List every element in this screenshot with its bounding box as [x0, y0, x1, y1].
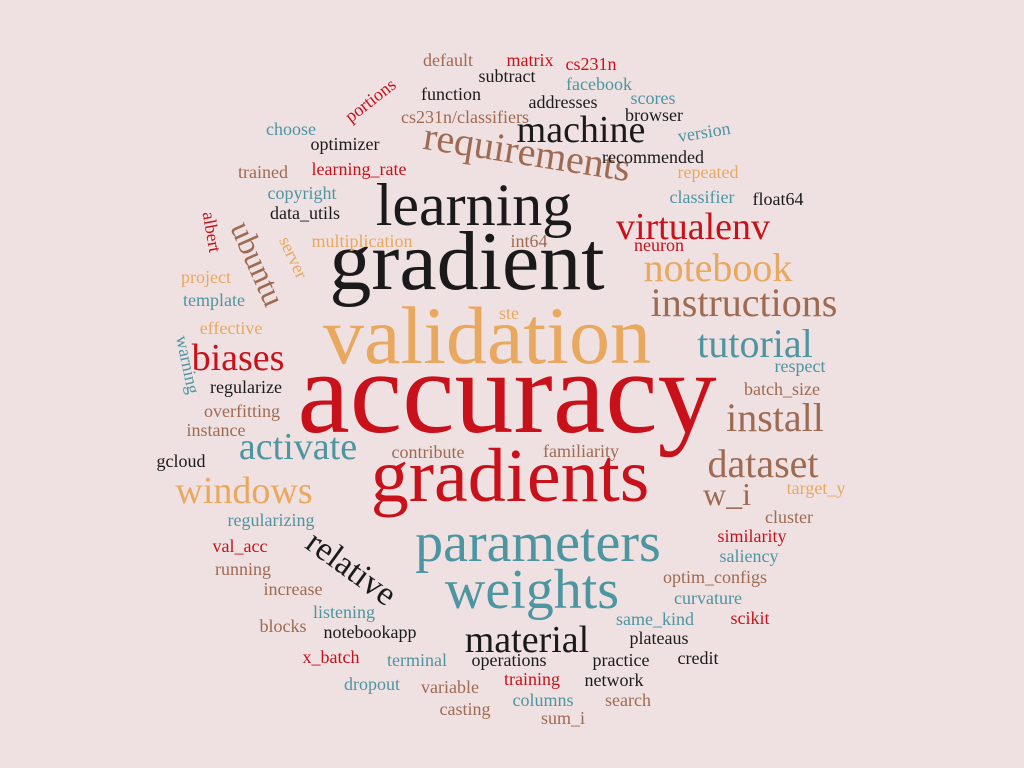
word-matrix: matrix — [507, 50, 554, 70]
word-running: running — [215, 559, 271, 579]
word-gradients: gradients — [371, 434, 650, 518]
word-parameters: parameters — [415, 512, 661, 574]
word-gcloud: gcloud — [157, 451, 206, 471]
word-target-y: target_y — [787, 478, 846, 498]
word-dataset: dataset — [707, 441, 818, 486]
word-operations: operations — [472, 650, 547, 670]
word-cluster: cluster — [765, 507, 813, 527]
word-template: template — [183, 290, 245, 310]
word-machine: machine — [517, 109, 646, 151]
word-respect: respect — [775, 356, 826, 376]
word-scores: scores — [631, 88, 676, 108]
word-network: network — [585, 670, 644, 690]
word-search: search — [605, 690, 651, 710]
word-effective: effective — [200, 318, 263, 338]
word-gradient: gradient — [329, 215, 604, 308]
word-dropout: dropout — [344, 674, 400, 694]
word-casting: casting — [440, 699, 491, 719]
word-increase: increase — [264, 579, 323, 599]
word-listening: listening — [313, 602, 375, 622]
word-curvature: curvature — [674, 588, 742, 608]
word-contribute: contribute — [392, 442, 465, 462]
word-learning: learning — [376, 172, 573, 238]
word-familiarity: familiarity — [543, 441, 619, 461]
word-data-utils: data_utils — [270, 203, 340, 223]
word-instance: instance — [187, 420, 246, 440]
word-windows: windows — [175, 470, 312, 512]
word-validation: validation — [323, 290, 651, 381]
word-ste: ste — [499, 303, 519, 323]
word-tutorial: tutorial — [697, 321, 813, 366]
word-addresses: addresses — [529, 92, 598, 112]
word-optimizer: optimizer — [311, 134, 380, 154]
word-cs231n: cs231n — [566, 54, 617, 74]
word-copyright: copyright — [268, 183, 337, 203]
word-choose: choose — [266, 119, 316, 139]
word-facebook: facebook — [566, 74, 632, 94]
word-x-batch: x_batch — [303, 647, 360, 667]
word-install: install — [726, 395, 824, 440]
word-overfitting: overfitting — [204, 401, 280, 421]
word-neuron: neuron — [634, 235, 684, 255]
word-regularize: regularize — [210, 377, 282, 397]
word-classifier: classifier — [670, 187, 735, 207]
word-training: training — [504, 669, 560, 689]
word-blocks: blocks — [260, 616, 307, 636]
word-sum-i: sum_i — [541, 708, 585, 728]
word-subtract: subtract — [479, 66, 536, 86]
word-notebookapp: notebookapp — [324, 622, 417, 642]
word-weights: weights — [445, 559, 619, 621]
word-scikit: scikit — [731, 608, 770, 628]
word-trained: trained — [238, 162, 288, 182]
word-accuracy: accuracy — [297, 327, 716, 458]
word-int64: int64 — [510, 231, 547, 251]
word-val-acc: val_acc — [213, 536, 268, 556]
word-multiplication: multiplication — [312, 231, 413, 251]
word-default: default — [423, 50, 473, 70]
word-variable: variable — [421, 677, 479, 697]
word-repeated: repeated — [678, 162, 739, 182]
word-instructions: instructions — [651, 280, 838, 325]
word-float64: float64 — [753, 189, 804, 209]
word-same-kind: same_kind — [616, 609, 694, 629]
word-similarity: similarity — [718, 526, 787, 546]
word-virtualenv: virtualenv — [616, 206, 770, 248]
word-activate: activate — [239, 426, 357, 468]
word-notebook: notebook — [644, 245, 793, 290]
word-batch-size: batch_size — [744, 379, 820, 399]
word-function: function — [421, 84, 481, 104]
word-learning-rate: learning_rate — [312, 159, 407, 179]
word-practice: practice — [593, 650, 650, 670]
word-cs231n-classifiers: cs231n/classifiers — [401, 107, 529, 127]
word-columns: columns — [513, 690, 574, 710]
word-credit: credit — [678, 648, 719, 668]
word-material: material — [465, 619, 589, 661]
word-plateaus: plateaus — [630, 628, 689, 648]
word-terminal: terminal — [387, 650, 447, 670]
word-saliency: saliency — [720, 546, 779, 566]
word-optim-configs: optim_configs — [663, 567, 767, 587]
word-project: project — [181, 267, 231, 287]
word-biases: biases — [192, 337, 285, 379]
word-recommended: recommended — [602, 147, 704, 167]
word-browser: browser — [625, 105, 683, 125]
word-regularizing: regularizing — [228, 510, 315, 530]
word-w-i: w_i — [703, 476, 751, 512]
